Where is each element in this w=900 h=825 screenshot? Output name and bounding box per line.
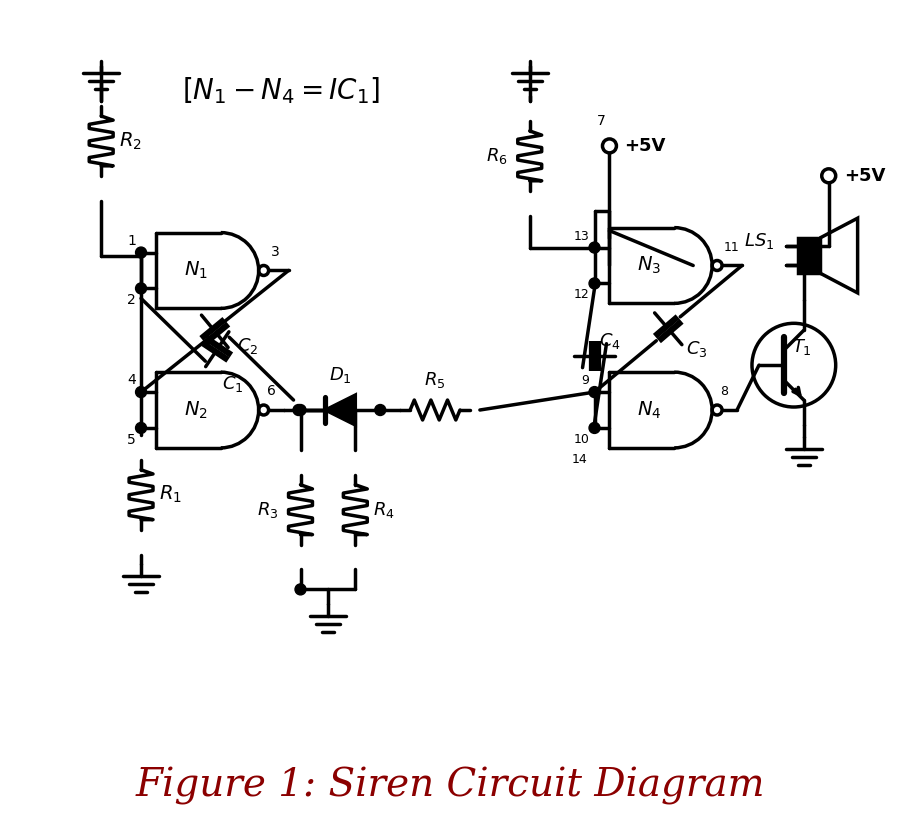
Polygon shape	[326, 395, 356, 425]
Text: Figure 1: Siren Circuit Diagram: Figure 1: Siren Circuit Diagram	[135, 766, 765, 804]
Text: 2: 2	[127, 294, 136, 308]
Circle shape	[136, 247, 147, 258]
Text: $C_1$: $C_1$	[222, 374, 244, 394]
Circle shape	[136, 283, 147, 294]
Circle shape	[589, 422, 600, 433]
Text: $D_1$: $D_1$	[329, 365, 352, 385]
Text: 8: 8	[720, 385, 728, 398]
Text: +5V: +5V	[843, 167, 885, 185]
Text: 9: 9	[581, 374, 590, 387]
Text: $C_4$: $C_4$	[599, 331, 621, 351]
Text: 5: 5	[127, 433, 136, 447]
Circle shape	[136, 422, 147, 433]
Text: $R_2$: $R_2$	[119, 130, 142, 152]
Text: 11: 11	[724, 241, 740, 253]
Text: 13: 13	[574, 229, 590, 243]
Text: +5V: +5V	[625, 137, 666, 155]
Circle shape	[295, 584, 306, 595]
Text: $R_4$: $R_4$	[374, 500, 395, 520]
Text: 7: 7	[597, 114, 606, 128]
Circle shape	[374, 404, 386, 416]
Text: $R_1$: $R_1$	[159, 484, 182, 506]
Text: 14: 14	[572, 453, 588, 466]
Text: $R_6$: $R_6$	[486, 146, 508, 166]
Circle shape	[136, 387, 147, 398]
Text: 6: 6	[266, 384, 275, 398]
Text: $N_3$: $N_3$	[637, 255, 662, 276]
Text: $LS_1$: $LS_1$	[743, 230, 774, 251]
Text: $N_1$: $N_1$	[184, 260, 208, 281]
Text: $C_3$: $C_3$	[686, 339, 707, 359]
Text: 10: 10	[573, 433, 590, 446]
Circle shape	[295, 404, 306, 416]
Text: $[N_1 - N_4 = IC_1]$: $[N_1 - N_4 = IC_1]$	[182, 76, 380, 106]
Text: $R_5$: $R_5$	[424, 370, 446, 390]
Circle shape	[589, 387, 600, 398]
Circle shape	[293, 404, 304, 416]
Text: $N_2$: $N_2$	[184, 399, 208, 421]
Text: $N_4$: $N_4$	[637, 399, 662, 421]
Text: 4: 4	[127, 373, 136, 387]
Text: 3: 3	[271, 244, 279, 258]
Text: $R_3$: $R_3$	[257, 500, 279, 520]
Text: 12: 12	[574, 289, 590, 301]
Text: $T_1$: $T_1$	[792, 337, 812, 357]
Text: 1: 1	[127, 233, 136, 247]
Bar	[797, 238, 820, 273]
Text: $C_2$: $C_2$	[237, 337, 258, 356]
Circle shape	[589, 278, 600, 289]
Circle shape	[589, 242, 600, 253]
